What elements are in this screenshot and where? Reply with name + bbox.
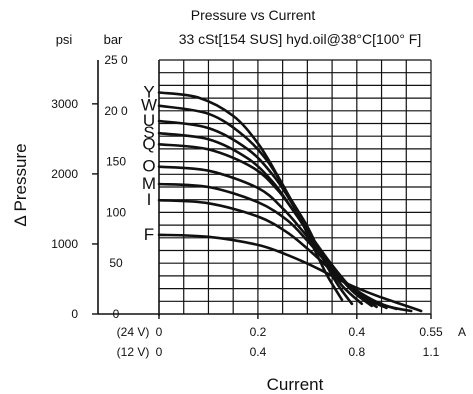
psi-unit-label: psi [56,32,73,47]
x-tick-label-12v: 1.1 [423,345,440,359]
x-tick-label-24v: 0.4 [348,325,365,339]
x-tick-label-24v: 0.2 [250,325,267,339]
x-tick-label-12v: 0 [156,345,163,359]
y-axis-label: Δ Pressure [11,143,30,226]
series-label-I: I [147,190,152,209]
bar-tick-label: 50 [109,256,123,270]
bar-tick-label: 0 [113,307,120,321]
psi-tick-label: 1000 [51,237,78,251]
psi-tick-label: 3000 [51,97,78,111]
psi-tick-label: 0 [71,307,78,321]
series-label-Y: Y [143,83,154,102]
psi-tick-label: 2000 [51,167,78,181]
series-label-M: M [142,174,156,193]
series-label-F: F [144,225,154,244]
bar-tick-label: 25 0 [104,53,128,67]
x-tick-label-12v: 0.4 [250,345,267,359]
bar-unit-label: bar [104,32,123,47]
chart-subtitle: 33 cSt[154 SUS] hyd.oil@38°C[100° F] [179,31,422,47]
x-row-label-24v: (24 V) [117,325,150,339]
chart-title: Pressure vs Current [191,7,316,23]
x-row-label-12v: (12 V) [117,345,150,359]
x-tick-label-24v: 0 [156,325,163,339]
bar-tick-label: 20 0 [104,104,128,118]
x-tick-label-12v: 0.8 [348,345,365,359]
bar-tick-label: 150 [106,155,126,169]
bar-tick-label: 100 [106,205,126,219]
x-unit-label: A [458,325,466,339]
x-tick-label-24v: 0.55 [419,325,443,339]
x-axis-label: Current [267,375,324,394]
series-label-O: O [142,157,155,176]
